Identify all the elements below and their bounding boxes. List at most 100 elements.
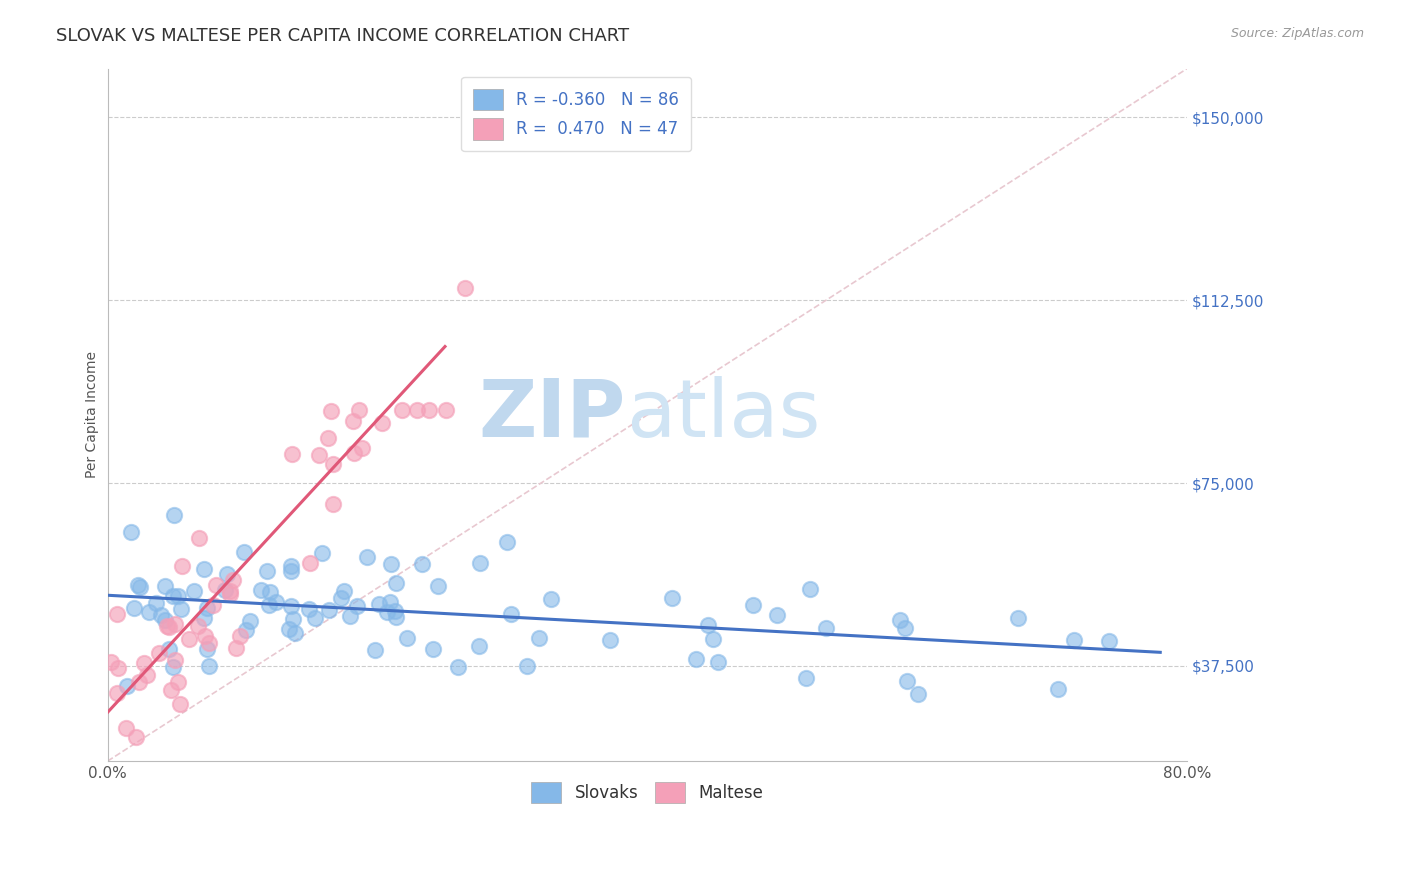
Point (125, 730, 148, 744)
Point (1097, 633, 1119, 648)
Point (162, 508, 184, 522)
Point (322, 457, 344, 471)
Point (197, 642, 219, 657)
Point (322, 498, 344, 512)
Point (696, 618, 718, 632)
Point (198, 659, 221, 673)
Point (894, 621, 917, 635)
Point (114, 721, 136, 735)
Point (187, 619, 209, 633)
Point (889, 613, 911, 627)
Point (201, 598, 224, 612)
Point (339, 609, 361, 624)
Point (741, 598, 763, 612)
Point (706, 655, 728, 669)
Point (395, 631, 418, 645)
Point (195, 601, 218, 615)
Point (298, 556, 321, 570)
Point (499, 607, 522, 621)
Point (447, 660, 470, 674)
Point (166, 589, 188, 603)
Text: ZIP: ZIP (478, 376, 626, 454)
Point (896, 673, 918, 688)
Point (298, 601, 321, 615)
Point (138, 605, 160, 619)
Point (367, 597, 389, 611)
Point (280, 564, 302, 578)
Point (162, 659, 184, 673)
Point (280, 599, 302, 614)
Point (225, 640, 247, 655)
Point (346, 599, 368, 613)
Point (685, 651, 707, 665)
Point (256, 564, 278, 578)
Point (454, 281, 477, 295)
Point (406, 403, 429, 417)
Point (321, 404, 343, 418)
Point (250, 582, 273, 597)
Point (222, 573, 245, 587)
Point (159, 682, 181, 697)
Point (228, 629, 250, 643)
Point (356, 549, 378, 564)
Point (1046, 681, 1069, 696)
Point (214, 583, 236, 598)
Point (422, 642, 444, 657)
Point (391, 403, 413, 417)
Point (148, 646, 170, 660)
Legend: Slovaks, Maltese: Slovaks, Maltese (520, 771, 775, 815)
Point (434, 403, 457, 417)
Y-axis label: Per Capita Income: Per Capita Income (86, 351, 100, 478)
Point (167, 675, 190, 690)
Point (304, 611, 326, 625)
Point (468, 556, 491, 570)
Point (283, 626, 305, 640)
Point (169, 697, 191, 711)
Point (193, 611, 215, 625)
Point (799, 582, 821, 596)
Point (529, 631, 551, 645)
Point (318, 603, 340, 617)
Point (311, 546, 333, 560)
Point (165, 653, 187, 667)
Point (278, 622, 301, 636)
Point (124, 600, 146, 615)
Point (343, 446, 366, 460)
Point (239, 614, 262, 628)
Point (418, 403, 440, 417)
Point (159, 641, 181, 656)
Text: atlas: atlas (626, 376, 820, 454)
Point (702, 632, 724, 646)
Point (378, 594, 401, 608)
Point (411, 558, 433, 572)
Point (364, 642, 387, 657)
Point (205, 578, 228, 592)
Point (370, 416, 392, 430)
Point (107, 661, 129, 675)
Point (127, 577, 149, 591)
Point (149, 608, 172, 623)
Point (377, 605, 399, 619)
Point (1063, 632, 1085, 647)
Point (217, 566, 239, 581)
Point (259, 585, 281, 599)
Point (384, 604, 406, 618)
Text: Source: ZipAtlas.com: Source: ZipAtlas.com (1230, 27, 1364, 40)
Point (283, 612, 305, 626)
Point (380, 558, 402, 572)
Point (105, 686, 128, 700)
Point (170, 558, 193, 573)
Point (198, 636, 221, 650)
Point (516, 658, 538, 673)
Point (232, 545, 254, 559)
Point (426, 579, 449, 593)
Point (907, 687, 929, 701)
Point (264, 595, 287, 609)
Point (385, 575, 408, 590)
Text: SLOVAK VS MALTESE PER CAPITA INCOME CORRELATION CHART: SLOVAK VS MALTESE PER CAPITA INCOME CORR… (56, 27, 630, 45)
Point (145, 596, 167, 610)
Point (796, 671, 818, 685)
Point (105, 607, 128, 621)
Point (155, 579, 177, 593)
Point (219, 587, 242, 601)
